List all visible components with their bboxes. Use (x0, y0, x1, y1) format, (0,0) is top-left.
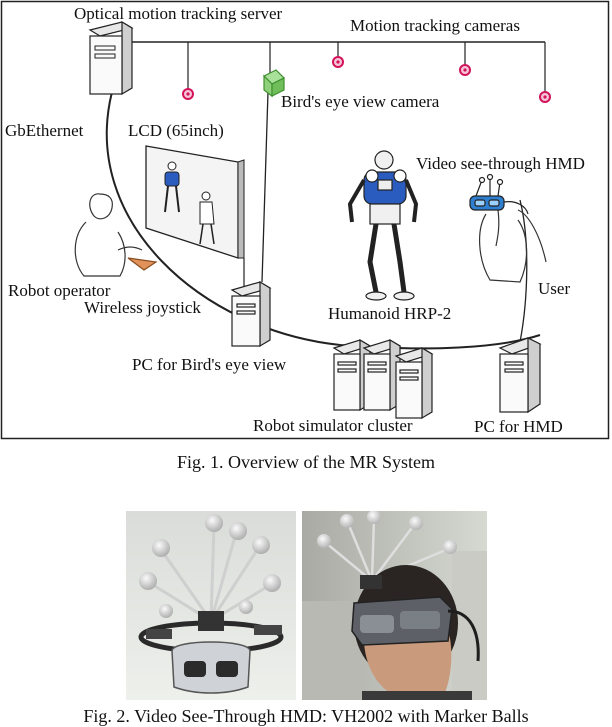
label-robot-operator: Robot operator (8, 281, 111, 300)
label-gbethernet: GbEthernet (5, 121, 84, 140)
humanoid-robot-figure (347, 150, 419, 301)
motion-camera-icon (182, 88, 194, 100)
label-user: User (538, 279, 570, 298)
pc-birds-eye-icon (230, 280, 272, 348)
label-motion-cameras: Motion tracking cameras (350, 16, 520, 35)
birds-eye-camera-icon (262, 69, 286, 98)
label-wireless-joystick: Wireless joystick (84, 298, 201, 317)
pc-hmd-icon (498, 337, 542, 414)
label-pc-birds-eye: PC for Bird's eye view (132, 355, 287, 374)
figure-1-diagram: Optical motion tracking server Motion tr… (0, 0, 610, 440)
label-birds-eye-camera: Bird's eye view camera (281, 92, 440, 111)
motion-camera-icon (332, 56, 344, 68)
user-figure (479, 209, 547, 283)
label-humanoid: Humanoid HRP-2 (328, 304, 451, 323)
label-video-hmd: Video see-through HMD (416, 154, 585, 173)
label-pc-hmd: PC for HMD (474, 417, 563, 436)
video-hmd-icon (469, 173, 529, 215)
tracking-server-icon (88, 20, 134, 96)
gbethernet-cable (105, 91, 541, 350)
label-robot-cluster: Robot simulator cluster (253, 416, 413, 435)
user-wearing-hmd-photo (302, 511, 487, 700)
figure-2-caption: Fig. 2. Video See-Through HMD: VH2002 wi… (83, 706, 529, 726)
motion-camera-icon (459, 64, 471, 76)
robot-simulator-cluster-icon (332, 338, 434, 420)
hmd-device-photo (126, 511, 296, 700)
figure-1-caption: Fig. 1. Overview of the MR System (177, 452, 435, 472)
label-optical-server: Optical motion tracking server (74, 4, 283, 23)
lcd-screen-icon (145, 145, 245, 259)
label-lcd: LCD (65inch) (128, 121, 224, 140)
motion-camera-icon (539, 91, 551, 103)
robot-operator-figure (74, 193, 158, 277)
